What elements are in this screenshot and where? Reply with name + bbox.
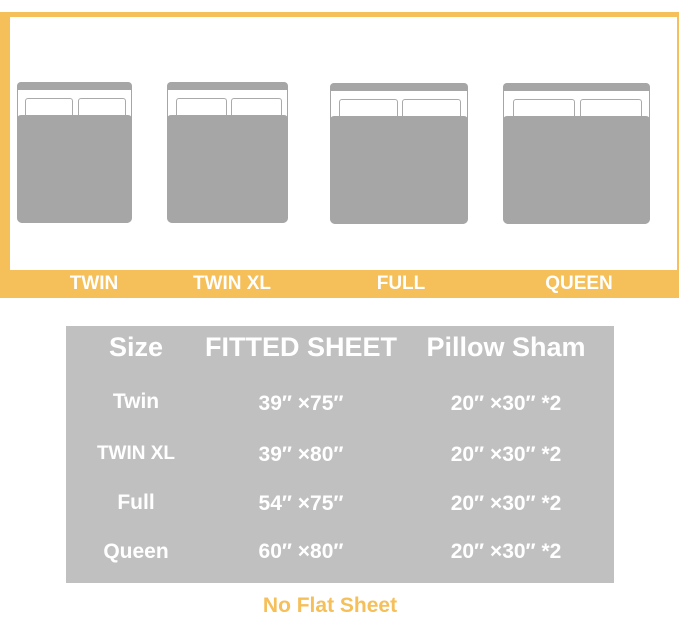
table-cell: 20″ ×30″ *2 — [450, 540, 562, 563]
bed-full-icon — [330, 83, 468, 224]
table-cell: TWIN XL — [96, 443, 176, 464]
size-table — [66, 326, 614, 583]
table-cell: 20″ ×30″ *2 — [450, 443, 562, 466]
table-cell: 20″ ×30″ *2 — [450, 492, 562, 515]
table-cell: 60″ ×80″ — [258, 540, 344, 563]
bed-label-queen: QUEEN — [545, 273, 613, 294]
table-cell: Full — [117, 491, 155, 514]
bed-label-full: FULL — [376, 273, 426, 294]
label-band — [0, 270, 679, 298]
header-size: Size — [108, 332, 164, 362]
no-flat-sheet-note: No Flat Sheet — [262, 594, 398, 617]
header-pillow-sham: Pillow Sham — [426, 332, 586, 362]
table-cell: Twin — [112, 390, 160, 413]
table-cell: 39″ ×80″ — [258, 443, 344, 466]
table-cell: 20″ ×30″ *2 — [450, 392, 562, 415]
table-cell: Queen — [103, 540, 169, 563]
bed-label-twin: TWIN — [69, 273, 119, 294]
bed-label-twin-xl: TWIN XL — [192, 273, 272, 294]
bed-queen-icon — [503, 83, 650, 224]
header-fitted-sheet: FITTED SHEET — [204, 332, 398, 362]
table-cell: 39″ ×75″ — [258, 392, 344, 415]
bed-twin-xl-icon — [167, 82, 288, 223]
table-cell: 54″ ×75″ — [258, 492, 344, 515]
bed-twin-icon — [17, 82, 132, 223]
